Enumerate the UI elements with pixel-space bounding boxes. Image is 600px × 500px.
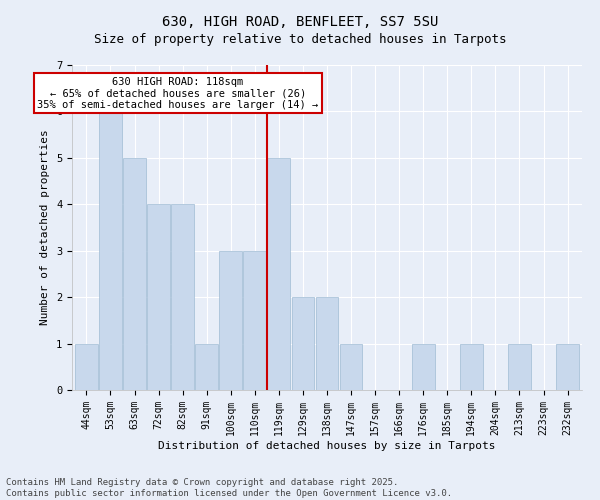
Bar <box>244 250 266 390</box>
Bar <box>292 297 314 390</box>
Bar <box>220 250 242 390</box>
Bar <box>556 344 579 390</box>
Bar <box>147 204 170 390</box>
Text: Size of property relative to detached houses in Tarpots: Size of property relative to detached ho… <box>94 32 506 46</box>
Bar <box>316 297 338 390</box>
Bar <box>460 344 483 390</box>
Text: Contains HM Land Registry data © Crown copyright and database right 2025.
Contai: Contains HM Land Registry data © Crown c… <box>6 478 452 498</box>
Bar <box>268 158 290 390</box>
Text: 630 HIGH ROAD: 118sqm
← 65% of detached houses are smaller (26)
35% of semi-deta: 630 HIGH ROAD: 118sqm ← 65% of detached … <box>37 76 319 110</box>
Bar <box>171 204 194 390</box>
Y-axis label: Number of detached properties: Number of detached properties <box>40 130 50 326</box>
Bar <box>340 344 362 390</box>
Bar <box>412 344 434 390</box>
X-axis label: Distribution of detached houses by size in Tarpots: Distribution of detached houses by size … <box>158 440 496 450</box>
Bar <box>75 344 98 390</box>
Bar <box>508 344 531 390</box>
Text: 630, HIGH ROAD, BENFLEET, SS7 5SU: 630, HIGH ROAD, BENFLEET, SS7 5SU <box>162 15 438 29</box>
Bar <box>195 344 218 390</box>
Bar <box>99 112 122 390</box>
Bar <box>123 158 146 390</box>
